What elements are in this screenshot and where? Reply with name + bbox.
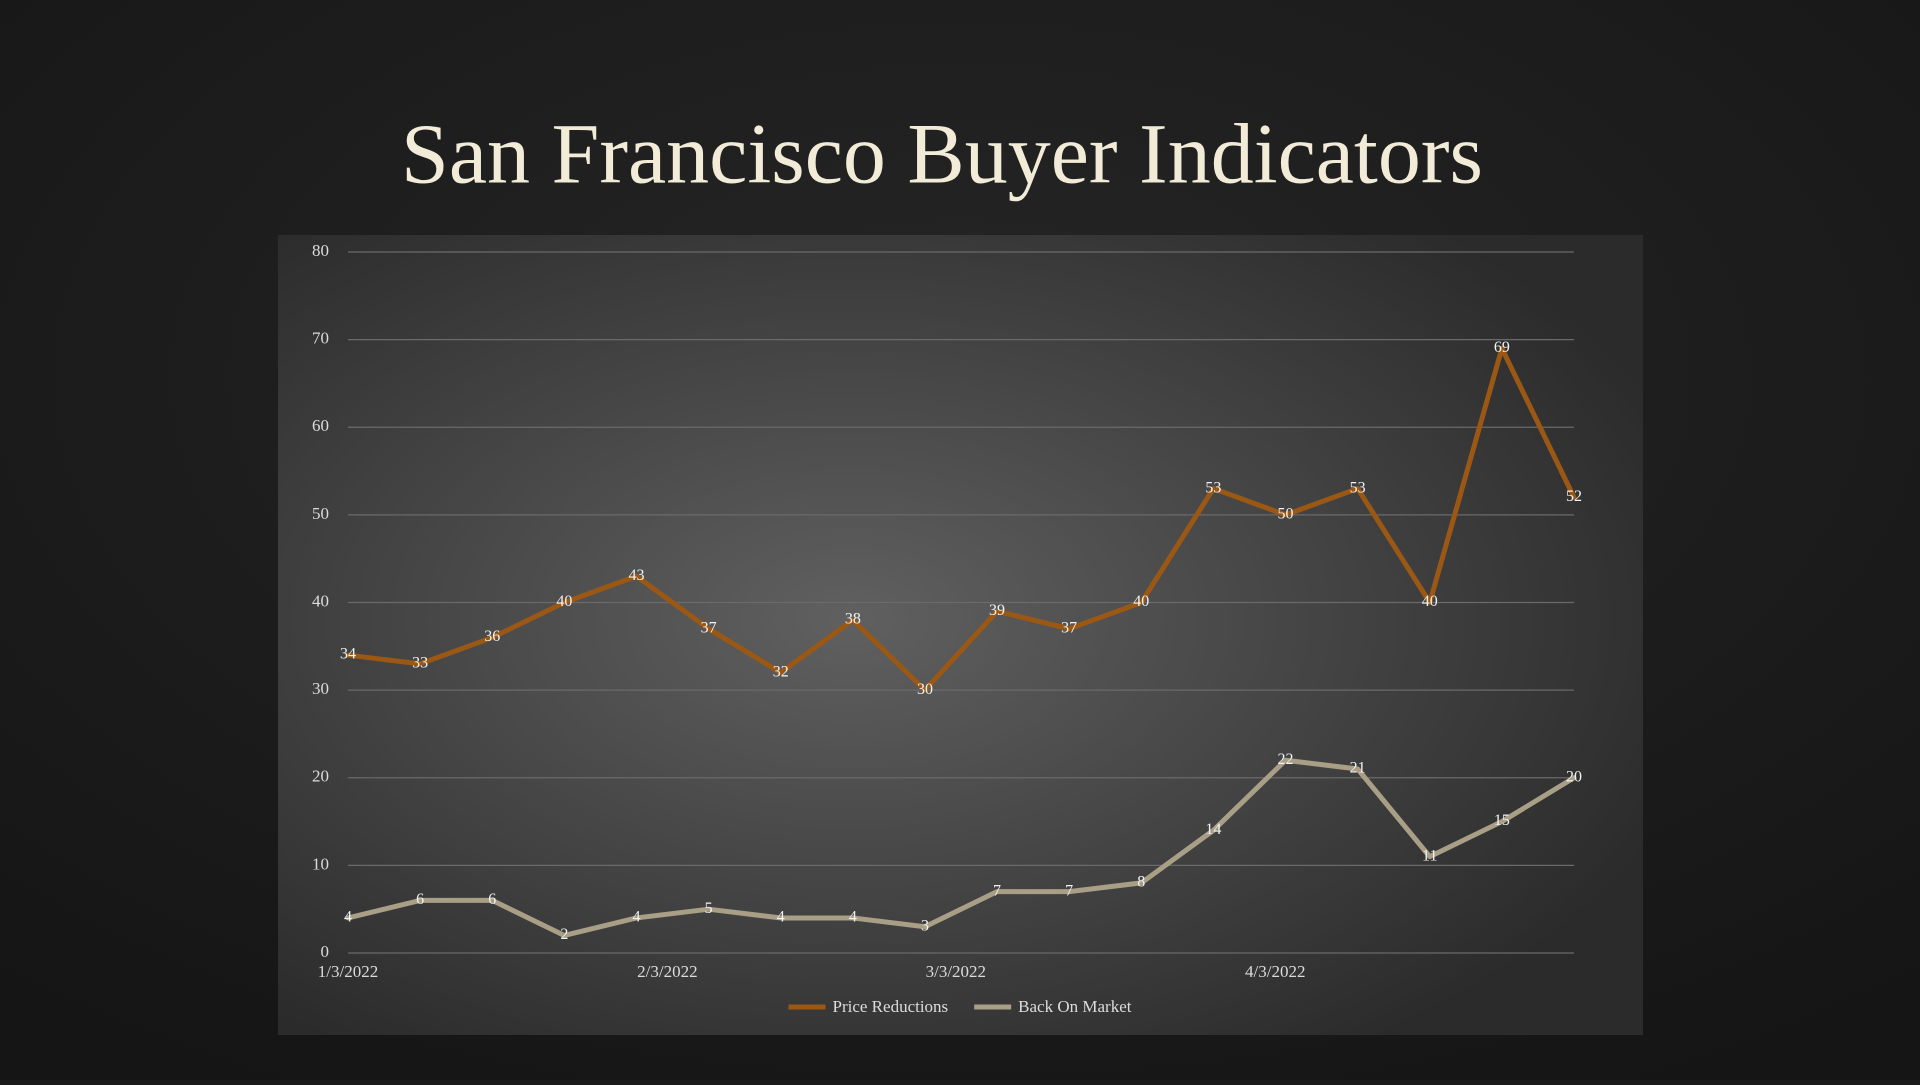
data-label: 20 [1566, 768, 1582, 785]
data-label: 7 [993, 882, 1001, 899]
data-label: 53 [1350, 479, 1366, 496]
data-label: 7 [1065, 882, 1073, 899]
x-tick-label: 4/3/2022 [1245, 962, 1305, 981]
data-label: 6 [416, 891, 424, 908]
data-label: 22 [1278, 751, 1294, 768]
data-label: 40 [1422, 593, 1438, 610]
data-label: 4 [632, 909, 640, 926]
data-label: 8 [1137, 874, 1145, 891]
x-tick-label: 3/3/2022 [926, 962, 986, 981]
data-label: 43 [628, 567, 644, 584]
series-line [345, 345, 1577, 693]
legend-label: Back On Market [1018, 997, 1132, 1016]
data-label: 4 [777, 909, 785, 926]
data-label: 2 [560, 926, 568, 943]
y-tick-label: 80 [312, 241, 329, 260]
data-label: 37 [1061, 619, 1077, 636]
y-tick-label: 0 [321, 942, 330, 961]
data-label: 3 [921, 917, 929, 934]
x-tick-label: 2/3/2022 [637, 962, 697, 981]
data-label: 6 [488, 891, 496, 908]
data-label: 33 [412, 655, 428, 672]
data-label: 30 [917, 681, 933, 698]
data-label: 15 [1494, 812, 1510, 829]
x-tick-label: 1/3/2022 [318, 962, 378, 981]
data-label: 5 [705, 900, 713, 917]
data-label: 36 [484, 628, 500, 645]
data-label: 37 [701, 619, 717, 636]
data-label: 40 [556, 593, 572, 610]
data-label: 4 [344, 909, 352, 926]
data-label: 32 [773, 663, 789, 680]
data-label: 34 [340, 646, 356, 663]
data-label: 69 [1494, 339, 1510, 356]
data-label: 50 [1278, 506, 1294, 523]
y-tick-label: 70 [312, 329, 329, 348]
y-tick-label: 10 [312, 854, 329, 873]
data-label: 21 [1350, 760, 1366, 777]
data-label: 52 [1566, 488, 1582, 505]
data-label: 38 [845, 611, 861, 628]
y-tick-label: 60 [312, 416, 329, 435]
data-label: 39 [989, 602, 1005, 619]
data-label: 40 [1133, 593, 1149, 610]
chart-panel [278, 235, 1643, 1035]
y-tick-label: 30 [312, 679, 329, 698]
y-tick-label: 40 [312, 591, 329, 610]
legend-label: Price Reductions [833, 997, 949, 1016]
slide-title: San Francisco Buyer Indicators [401, 106, 1483, 202]
data-label: 11 [1422, 847, 1437, 864]
data-label: 4 [849, 909, 857, 926]
y-tick-label: 50 [312, 504, 329, 523]
data-label: 14 [1205, 821, 1221, 838]
data-label: 53 [1205, 479, 1221, 496]
series-line [345, 757, 1577, 938]
y-tick-label: 20 [312, 767, 329, 786]
